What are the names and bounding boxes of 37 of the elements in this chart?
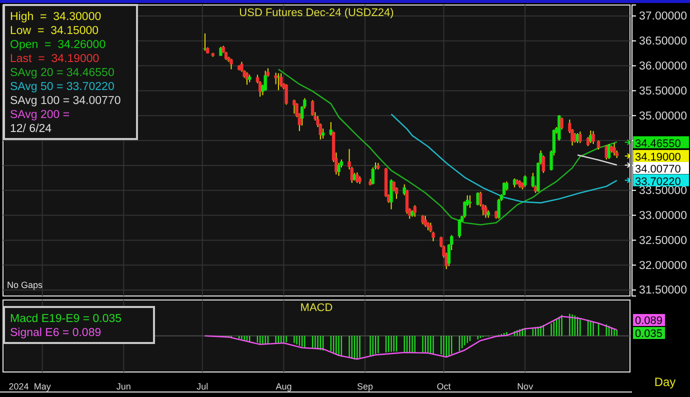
y-tick-label: 37.00000: [639, 10, 687, 23]
x-tick-label: Sep: [357, 381, 374, 392]
y-tick-label: 32.00000: [639, 260, 687, 272]
x-tick-label: Jun: [116, 381, 131, 392]
y-tick-label: 36.00000: [639, 60, 687, 72]
annotation: 34.19000: [635, 151, 681, 164]
annotation: 34.46550: [635, 138, 681, 150]
annotation: Last = 34.19000: [10, 53, 100, 65]
annotation: 12/ 6/24: [10, 123, 52, 135]
annotation: No Gaps: [7, 280, 44, 290]
y-tick-label: 36.50000: [639, 36, 687, 48]
text: SAvg 100 = 34.00770: [10, 95, 121, 107]
x-tick-label: May: [34, 381, 52, 392]
text: Day: [654, 375, 676, 389]
text: SAvg 20 = 34.46550: [10, 67, 114, 79]
y-tick-label: 33.00000: [639, 210, 687, 222]
chart-title: USD Futures Dec-24 (USDZ24): [239, 7, 394, 19]
annotation: Low = 34.15000: [10, 25, 99, 37]
x-tick-label: Jul: [196, 381, 208, 392]
text: 0.089: [635, 315, 663, 327]
annotation: Open = 34.26000: [10, 39, 106, 51]
y-tick-label: 35.50000: [639, 85, 687, 98]
legend-panel: Macd E19-E9 = 0.035 Signal E6 = 0.089: [3, 306, 155, 344]
x-tick-label: Nov: [517, 381, 534, 392]
x-tick-label: Oct: [436, 381, 452, 392]
text: SAvg 50 = 33.70220: [10, 81, 114, 93]
y-tick-label: 35.00000: [639, 110, 687, 122]
annotation: High = 34.30000: [10, 11, 102, 23]
x-tick-label: Aug: [276, 381, 292, 392]
annotation: SAvg 200 =: [10, 109, 70, 121]
y-tick-label: 32.50000: [639, 234, 687, 247]
annotation: 34.00770: [635, 163, 681, 176]
y-tick-label: 31.50000: [639, 284, 687, 297]
chart-title: MACD: [300, 302, 333, 314]
x-tick-label: 2024: [8, 381, 29, 392]
text: 0.035: [635, 328, 663, 340]
y-tick-label: 33.50000: [639, 185, 687, 198]
